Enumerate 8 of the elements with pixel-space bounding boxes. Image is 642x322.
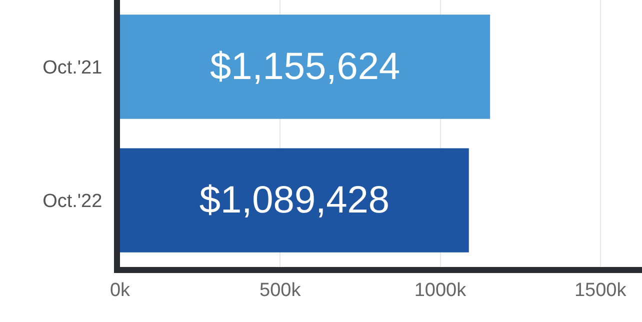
- x-tick-label: 1500k: [574, 280, 627, 301]
- data-label: $1,089,428: [199, 179, 390, 222]
- y-tick-label: Oct.'22: [42, 190, 102, 212]
- x-tick-label: 1000k: [414, 280, 467, 301]
- x-tick-label: 500k: [260, 280, 302, 301]
- data-label: $1,155,624: [210, 46, 400, 88]
- x-tick-label: 0k: [110, 280, 131, 301]
- y-tick-label: Oct.'21: [42, 57, 102, 78]
